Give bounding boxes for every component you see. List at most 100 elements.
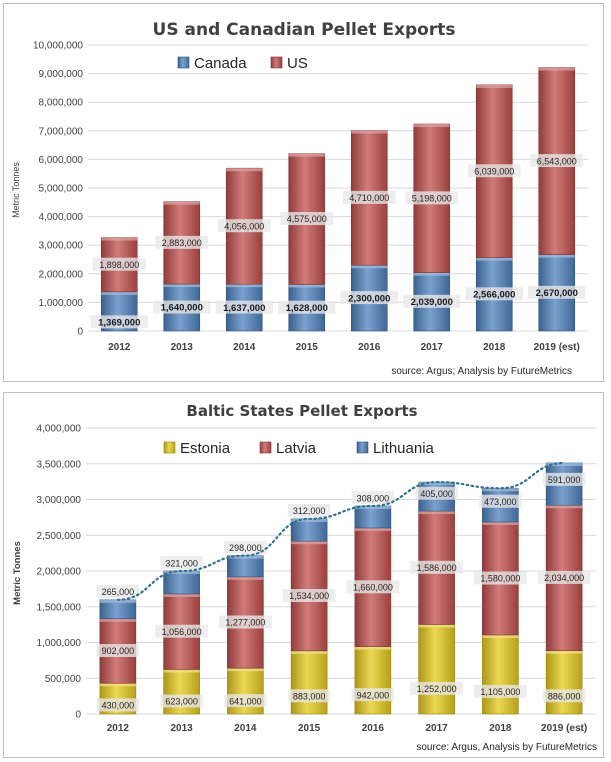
bar-cap-us xyxy=(163,201,200,205)
bar-estonia xyxy=(545,650,583,715)
y-tick-label: 2,500,000 xyxy=(37,531,82,542)
bar-cap-canada xyxy=(351,265,388,269)
bar-cap-estonia xyxy=(546,650,583,654)
legend-swatch-canada xyxy=(177,56,190,69)
bar-cap-latvia xyxy=(99,618,136,622)
y-tick-label: 4,000,000 xyxy=(39,212,84,223)
data-label-canada: 1,640,000 xyxy=(161,303,203,314)
y-tick-label: 500,000 xyxy=(45,674,82,685)
x-tick-label: 2019 (est) xyxy=(534,342,580,353)
data-label-us: 4,710,000 xyxy=(349,193,389,203)
data-label-lithuania: 473,000 xyxy=(484,497,517,507)
data-label-estonia-bg xyxy=(542,689,586,703)
x-tick-label: 2013 xyxy=(171,342,194,353)
data-label-estonia-bg xyxy=(160,694,203,708)
data-label-latvia-bg xyxy=(473,571,527,585)
data-label-latvia: 1,056,000 xyxy=(162,627,202,637)
data-label-us-bg xyxy=(342,190,396,204)
data-label-us: 5,198,000 xyxy=(412,194,452,204)
chart-title: US and Canadian Pellet Exports xyxy=(153,20,456,40)
data-label-estonia-bg xyxy=(473,684,527,698)
bar-estonia xyxy=(290,650,328,715)
data-label-canada: 2,670,000 xyxy=(536,288,578,299)
data-label-us-bg xyxy=(280,212,334,226)
data-label-us-bg xyxy=(467,164,521,178)
y-tick-label: 5,000,000 xyxy=(39,184,84,195)
data-label-latvia: 2,034,000 xyxy=(544,573,584,583)
y-tick-label: 8,000,000 xyxy=(39,98,84,109)
data-label-us-bg xyxy=(530,154,584,168)
us-canada-chart-panel: US and Canadian Pellet Exports Metric To… xyxy=(3,3,604,382)
data-label-us-bg xyxy=(155,235,209,249)
x-tick-label: 2016 xyxy=(362,723,385,734)
bar-cap-latvia xyxy=(418,511,455,515)
data-label-canada: 1,628,000 xyxy=(286,303,328,314)
source-note: source: Argus, Analysis by FutureMetrics xyxy=(416,742,597,753)
legend-label-canada: Canada xyxy=(194,55,247,72)
data-label-lithuania: 321,000 xyxy=(165,558,198,568)
data-label-latvia-bg xyxy=(410,560,464,574)
data-label-us-bg xyxy=(92,257,146,271)
data-label-canada-bg xyxy=(403,294,461,308)
data-label-us: 6,039,000 xyxy=(474,166,514,176)
bar-cap-lithuania xyxy=(482,488,519,492)
data-label-lithuania-bg xyxy=(542,472,586,486)
bar-cap-us xyxy=(288,153,325,157)
data-label-canada-bg xyxy=(215,300,273,314)
y-tick-label: 1,500,000 xyxy=(37,602,82,613)
bar-cap-canada xyxy=(101,291,138,295)
legend-label-latvia: Latvia xyxy=(276,440,317,457)
bar-cap-canada xyxy=(476,257,513,261)
y-tick-label: 10,000,000 xyxy=(33,41,83,52)
x-tick-label: 2015 xyxy=(296,342,319,353)
y-tick-label: 6,000,000 xyxy=(39,155,84,166)
data-label-latvia: 1,586,000 xyxy=(417,563,457,573)
data-label-lithuania-bg xyxy=(415,486,458,500)
bar-cap-latvia xyxy=(227,576,264,580)
legend-label-us: US xyxy=(287,55,308,72)
data-label-lithuania: 591,000 xyxy=(548,475,581,485)
y-tick-label: 7,000,000 xyxy=(39,126,84,137)
data-label-estonia-bg xyxy=(287,689,331,703)
data-label-canada: 2,039,000 xyxy=(411,297,453,308)
bar-cap-estonia xyxy=(418,624,455,628)
data-label-us: 1,898,000 xyxy=(99,260,139,270)
data-label-latvia: 1,277,000 xyxy=(225,618,265,628)
bar-cap-latvia xyxy=(163,593,200,597)
data-label-canada-bg xyxy=(340,291,398,305)
bar-cap-lithuania xyxy=(163,571,200,574)
data-label-estonia: 942,000 xyxy=(357,690,390,700)
bar-cap-latvia xyxy=(354,527,391,531)
data-label-latvia-bg xyxy=(537,570,591,584)
source-note: source: Argus; Analysis by FutureMetrics xyxy=(391,366,572,377)
data-label-us: 4,056,000 xyxy=(224,221,264,231)
data-label-estonia: 883,000 xyxy=(293,692,326,702)
data-label-latvia: 1,580,000 xyxy=(480,574,520,584)
bar-cap-lithuania xyxy=(546,462,583,466)
x-tick-label: 2014 xyxy=(234,723,257,734)
data-label-latvia: 902,000 xyxy=(102,646,135,656)
data-label-us: 6,543,000 xyxy=(537,156,577,166)
us-canada-chart: US and Canadian Pellet Exports Metric To… xyxy=(11,20,588,377)
data-label-lithuania-bg xyxy=(351,491,395,505)
data-label-lithuania: 312,000 xyxy=(293,506,326,516)
bar-cap-estonia xyxy=(227,668,264,672)
y-tick-label: 0 xyxy=(75,710,81,721)
chart-title: Baltic States Pellet Exports xyxy=(186,402,417,420)
y-tick-label: 3,000,000 xyxy=(39,241,84,252)
bar-cap-us xyxy=(538,67,575,71)
legend-swatch-us xyxy=(270,56,283,69)
data-label-canada-bg xyxy=(90,315,148,329)
baltic-chart: Baltic States Pellet Exports Metric Tonn… xyxy=(12,402,597,753)
data-label-estonia-bg xyxy=(351,688,395,702)
data-label-estonia: 641,000 xyxy=(229,696,262,706)
bar-cap-lithuania xyxy=(227,555,264,559)
bar-lithuania xyxy=(227,555,264,578)
data-label-latvia-bg xyxy=(282,589,336,603)
x-tick-label: 2016 xyxy=(358,342,381,353)
bar-cap-canada xyxy=(538,254,575,258)
y-tick-label: 2,000,000 xyxy=(39,269,84,280)
y-tick-label: 0 xyxy=(77,327,83,338)
data-label-estonia: 623,000 xyxy=(165,697,198,707)
data-label-estonia: 1,252,000 xyxy=(417,684,457,694)
